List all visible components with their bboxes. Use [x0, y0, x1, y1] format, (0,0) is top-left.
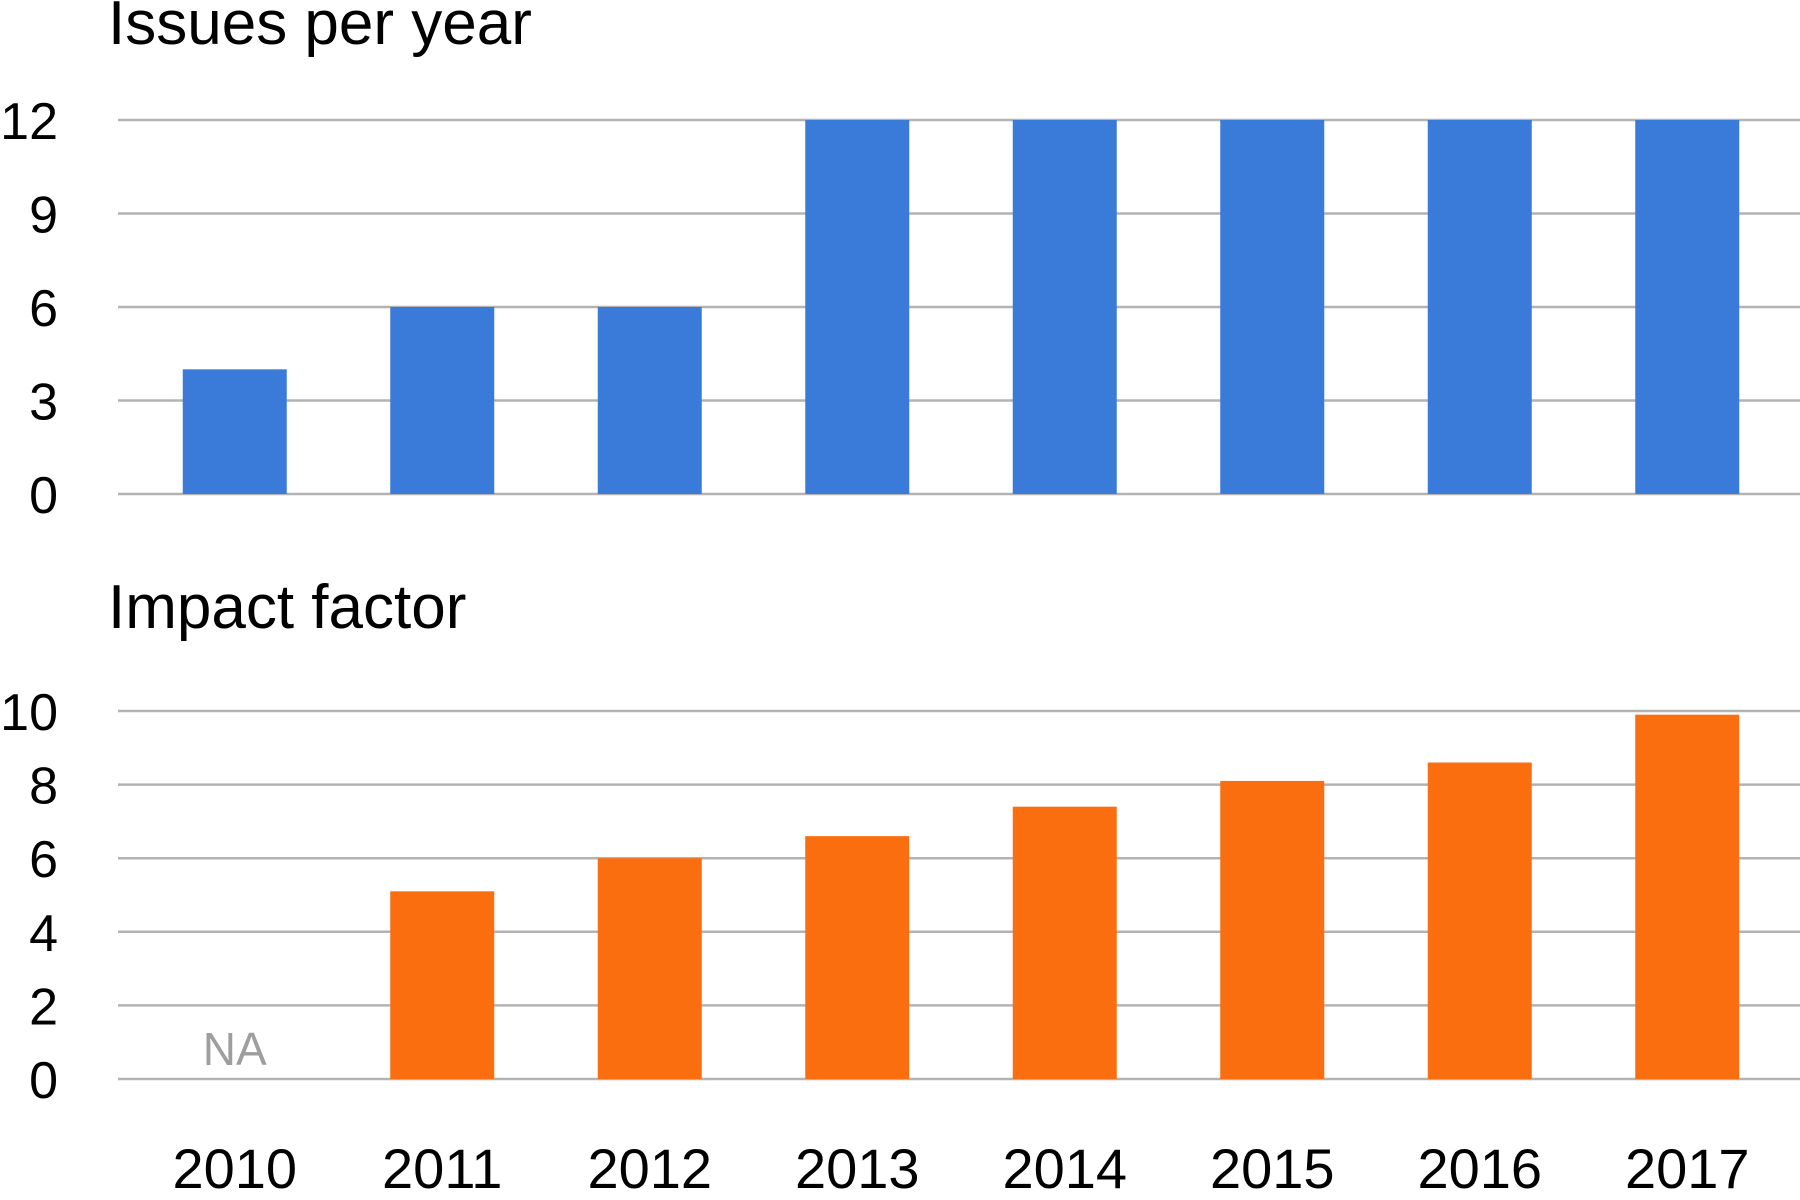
x-tick-label: 2013: [795, 1137, 920, 1200]
y-tick-label: 6: [29, 831, 58, 889]
y-tick-label: 10: [0, 684, 58, 742]
bar-2012: [597, 858, 702, 1079]
bar-2011: [390, 891, 495, 1079]
y-tick-label: 3: [29, 374, 58, 432]
y-tick-label: 0: [29, 467, 58, 525]
x-tick-label: 2010: [172, 1137, 297, 1200]
bar-2014: [1012, 120, 1117, 494]
bar-2016: [1427, 120, 1532, 494]
bar-2017: [1635, 120, 1740, 494]
impact-factor-chart: Impact factor 0 2 4 6 8 10 NA: [0, 573, 1800, 1110]
y-tick-label: 9: [29, 187, 58, 245]
bar-2013: [805, 120, 910, 494]
issues-per-year-chart: Issues per year 0 3 6 9 12: [0, 0, 1800, 525]
bar-2014: [1012, 806, 1117, 1079]
x-tick-label: 2015: [1210, 1137, 1335, 1200]
x-tick-label: 2011: [382, 1137, 502, 1200]
na-label: NA: [203, 1023, 267, 1075]
y-tick-label: 4: [29, 905, 58, 963]
y-tick-label: 0: [29, 1052, 58, 1110]
bar-2013: [805, 836, 910, 1079]
y-tick-label: 12: [0, 93, 58, 151]
bar-2016: [1427, 762, 1532, 1079]
x-tick-label: 2016: [1417, 1137, 1542, 1200]
y-tick-label: 8: [29, 758, 58, 816]
bar-2011: [390, 307, 495, 494]
bar-2010: [182, 369, 287, 494]
bar-2017: [1635, 714, 1740, 1079]
bar-2015: [1220, 780, 1325, 1079]
x-tick-label: 2012: [587, 1137, 712, 1200]
chart-title: Issues per year: [108, 0, 532, 58]
bar-2015: [1220, 120, 1325, 494]
y-tick-label: 6: [29, 280, 58, 338]
y-tick-label: 2: [29, 978, 58, 1036]
x-tick-label: 2017: [1625, 1137, 1750, 1200]
chart-title: Impact factor: [108, 573, 466, 642]
x-tick-label: 2014: [1002, 1137, 1127, 1200]
bar-2012: [597, 307, 702, 494]
x-axis-labels: 2010 2011 2012 2013 2014 2015 2016 2017: [172, 1137, 1749, 1200]
